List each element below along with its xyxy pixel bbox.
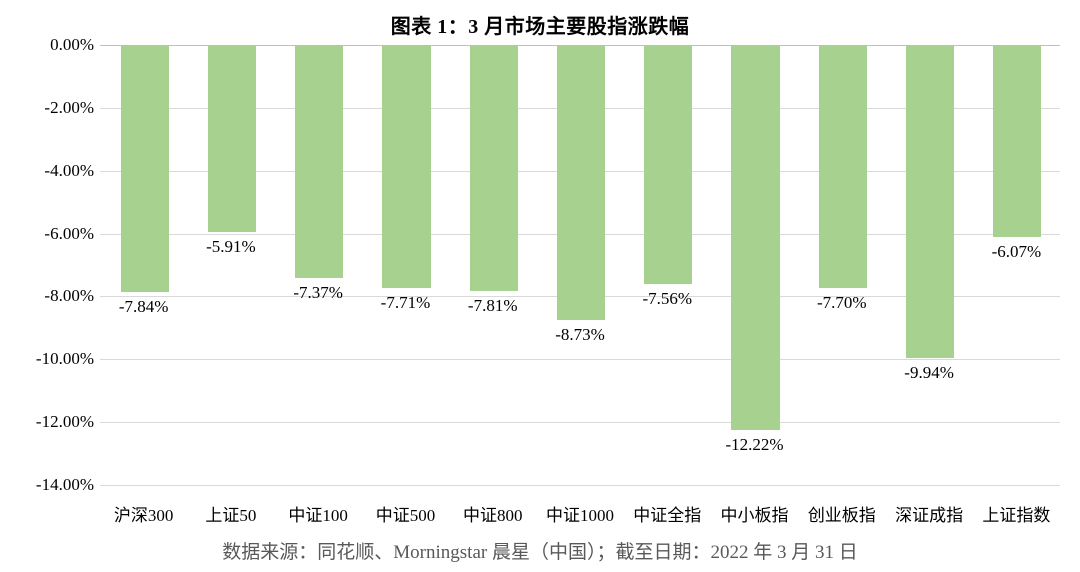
bar bbox=[557, 45, 605, 320]
gridline bbox=[100, 422, 1060, 423]
x-tick-label: 中证100 bbox=[288, 501, 348, 526]
y-tick-label: -8.00% bbox=[44, 286, 100, 306]
chart-title: 图表 1：3 月市场主要股指涨跌幅 bbox=[0, 10, 1080, 39]
gridline bbox=[100, 359, 1060, 360]
x-tick-label: 上证指数 bbox=[982, 501, 1050, 526]
x-tick-label: 中证800 bbox=[463, 501, 523, 526]
gridline bbox=[100, 485, 1060, 486]
y-tick-label: -14.00% bbox=[36, 475, 100, 495]
y-tick-label: -6.00% bbox=[44, 224, 100, 244]
bar-value-label: -7.71% bbox=[381, 293, 431, 313]
x-tick-label: 中证全指 bbox=[633, 501, 701, 526]
x-tick-label: 深证成指 bbox=[895, 501, 963, 526]
bar-value-label: -12.22% bbox=[725, 435, 783, 455]
bar-value-label: -7.84% bbox=[119, 297, 169, 317]
y-tick-label: -10.00% bbox=[36, 349, 100, 369]
bar bbox=[906, 45, 954, 358]
bar bbox=[295, 45, 343, 278]
y-tick-label: -2.00% bbox=[44, 98, 100, 118]
bar-value-label: -7.81% bbox=[468, 296, 518, 316]
bar bbox=[993, 45, 1041, 237]
bar-value-label: -6.07% bbox=[992, 242, 1042, 262]
x-tick-label: 中证500 bbox=[376, 501, 436, 526]
bar bbox=[121, 45, 169, 292]
bar-value-label: -5.91% bbox=[206, 237, 256, 257]
bar bbox=[382, 45, 430, 288]
bar bbox=[731, 45, 779, 430]
bar-value-label: -7.70% bbox=[817, 293, 867, 313]
chart-container: 图表 1：3 月市场主要股指涨跌幅 0.00%-2.00%-4.00%-6.00… bbox=[0, 0, 1080, 572]
bar-value-label: -7.37% bbox=[293, 283, 343, 303]
bar-value-label: -7.56% bbox=[642, 289, 692, 309]
plot-area: 0.00%-2.00%-4.00%-6.00%-8.00%-10.00%-12.… bbox=[100, 45, 1060, 485]
y-tick-label: -4.00% bbox=[44, 161, 100, 181]
bar bbox=[208, 45, 256, 232]
x-tick-label: 中证1000 bbox=[546, 501, 614, 526]
y-tick-label: 0.00% bbox=[50, 35, 100, 55]
x-tick-label: 中小板指 bbox=[721, 501, 789, 526]
y-tick-label: -12.00% bbox=[36, 412, 100, 432]
bar bbox=[644, 45, 692, 284]
x-tick-label: 上证50 bbox=[205, 501, 256, 526]
bar bbox=[470, 45, 518, 291]
x-tick-label: 沪深300 bbox=[114, 501, 174, 526]
bar-value-label: -8.73% bbox=[555, 325, 605, 345]
x-tick-label: 创业板指 bbox=[808, 501, 876, 526]
source-note: 数据来源：同花顺、Morningstar 晨星（中国）；截至日期：2022 年 … bbox=[0, 537, 1080, 564]
bar-value-label: -9.94% bbox=[904, 363, 954, 383]
bar bbox=[819, 45, 867, 288]
